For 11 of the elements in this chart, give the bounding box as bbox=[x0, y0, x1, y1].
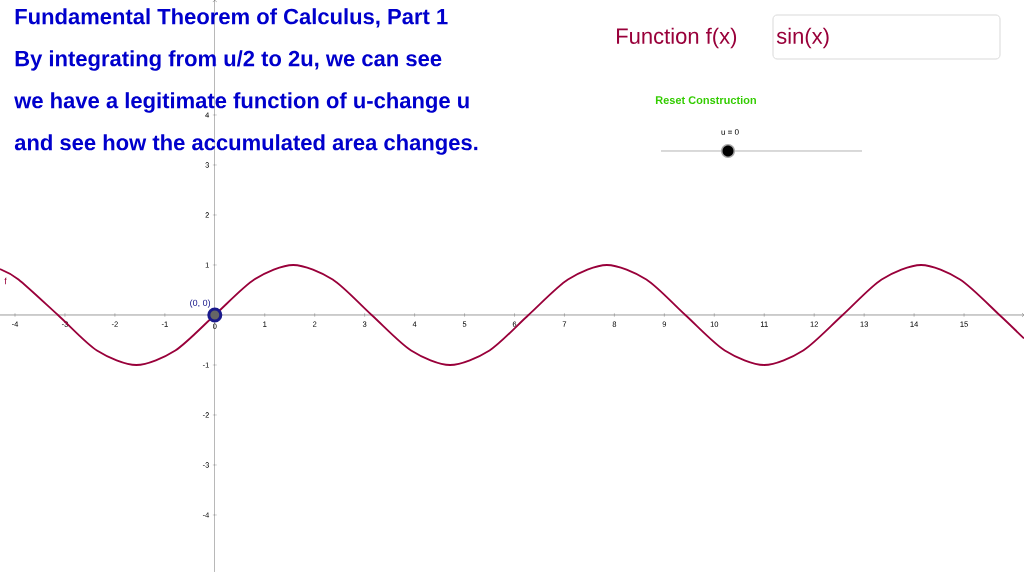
annotation: u = 0 bbox=[721, 129, 739, 135]
annotation: By integrating from u/2 to 2u, we can see bbox=[15, 50, 442, 71]
annotation: sin(x) bbox=[776, 27, 829, 49]
annotation: Reset Construction bbox=[655, 95, 756, 105]
annotation: and see how the accumulated area changes. bbox=[14, 134, 478, 155]
chart-title: Fundamental Theorem of Calculus, Part 1 bbox=[15, 8, 448, 28]
annotation: (0, 0) bbox=[190, 299, 211, 308]
annotation: we have a legitimate function of u-change u bbox=[14, 92, 469, 113]
line-series bbox=[0, 264, 1024, 366]
annotation: Function f(x) bbox=[617, 27, 737, 49]
annotation: f bbox=[4, 277, 7, 285]
